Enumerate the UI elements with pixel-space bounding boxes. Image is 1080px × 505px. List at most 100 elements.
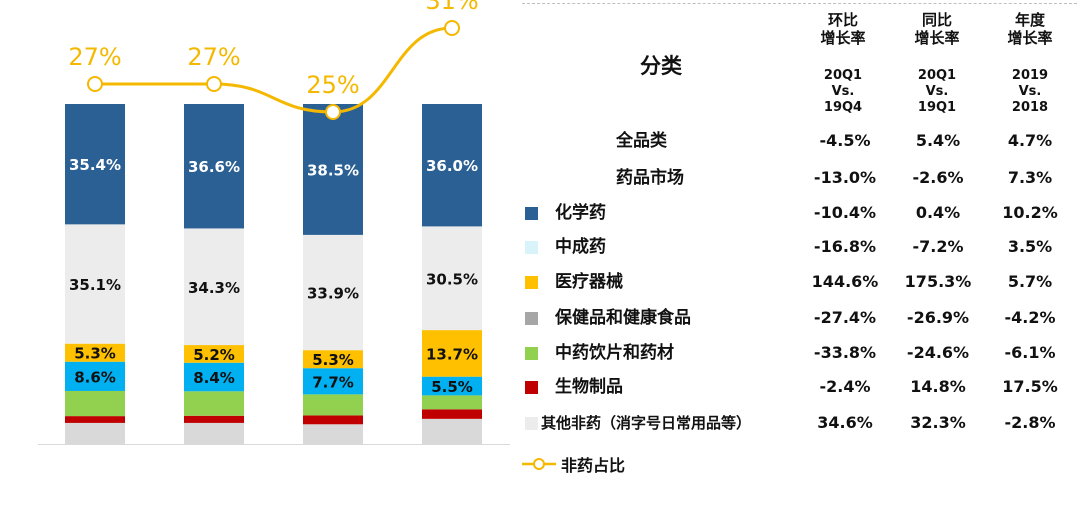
table-top-border	[522, 3, 1077, 4]
row-category-label: 其他非药（消字号日常用品等）	[541, 414, 752, 432]
line-point-label: 31%	[425, 0, 478, 15]
bar-data-label: 5.5%	[431, 378, 473, 396]
bar-segment-bottom	[65, 422, 125, 444]
bar-segment	[65, 416, 125, 423]
col-header-annual-sub1: 2019	[1011, 68, 1049, 83]
row-value-cell: -6.1%	[1004, 343, 1056, 362]
bar-segment	[184, 391, 244, 416]
row-category-label: 化学药	[555, 203, 606, 223]
legend-swatch	[525, 381, 538, 394]
bar-data-label: 35.4%	[69, 156, 121, 174]
row-value-cell: 10.2%	[1002, 203, 1058, 222]
bar-data-label: 5.3%	[312, 351, 354, 369]
bar-data-label: 5.2%	[193, 346, 235, 364]
col-header-qoq-title2: 增长率	[820, 29, 866, 47]
row-value-cell: -27.4%	[813, 308, 877, 327]
bar-data-label: 8.6%	[74, 368, 116, 386]
legend-line-label: 非药占比	[561, 456, 626, 475]
bar-data-label: 33.9%	[307, 285, 359, 303]
bar-data-label: 7.7%	[312, 373, 354, 391]
bar-data-label: 38.5%	[307, 161, 359, 179]
bar-segment	[422, 226, 482, 331]
line-point-label: 25%	[306, 71, 359, 99]
growth-table: 分类 环比 增长率 20Q1 Vs. 19Q4 同比 增长率 20Q1 Vs. …	[518, 0, 1080, 470]
legend-swatch	[525, 241, 538, 254]
row-category-label: 中药饮片和药材	[555, 343, 674, 363]
row-value-cell: -2.4%	[819, 377, 871, 396]
line-point	[325, 104, 341, 120]
bar-segment	[65, 343, 125, 362]
bar-data-label: 13.7%	[426, 345, 478, 363]
category-header: 分类	[640, 54, 682, 78]
line-point	[206, 76, 222, 92]
bar-segment	[422, 104, 482, 227]
bar-data-label: 36.0%	[426, 157, 478, 175]
bar-segment-bottom	[422, 418, 482, 444]
bar-segment	[422, 330, 482, 377]
col-header-yoy-title2: 增长率	[914, 29, 960, 47]
row-value-cell: -33.8%	[813, 343, 877, 362]
stacked-bar-chart: 8.6% 5.3% 35.1% 35.4% 8.4% 5.2% 34.3% 36.6% 7.7%…	[38, 0, 510, 445]
bar-segment	[303, 368, 363, 395]
row-value-cell: 5.7%	[1007, 272, 1053, 291]
col-header-yoy-sub3: 19Q1	[917, 100, 957, 115]
row-value-cell: 3.5%	[1007, 237, 1053, 256]
legend-line-marker	[522, 458, 556, 470]
col-header-annual-title1: 年度	[1014, 11, 1045, 29]
row-value-cell: -4.2%	[1004, 308, 1056, 327]
col-header-annual-sub3: 2018	[1011, 100, 1049, 115]
bar-segment	[65, 104, 125, 225]
row-value-cell: 7.3%	[1007, 168, 1053, 187]
bar-segment	[422, 395, 482, 410]
line-point-label: 27%	[187, 43, 240, 71]
row-category-label: 全品类	[616, 131, 667, 151]
row-category-label: 保健品和健康食品	[555, 308, 691, 328]
col-header-qoq-title1: 环比	[827, 11, 858, 29]
bar-segment-bottom	[184, 422, 244, 444]
bar-segment	[303, 394, 363, 416]
bar-segment	[65, 224, 125, 344]
col-header-yoy-sub2: Vs.	[925, 84, 949, 99]
bar-segment-bottom	[303, 424, 363, 444]
bar-segment	[184, 228, 244, 346]
bar-segment	[303, 415, 363, 425]
col-header-annual-title2: 增长率	[1007, 29, 1053, 47]
line-point	[87, 76, 103, 92]
line-series-non-drug-share	[95, 26, 453, 114]
legend-swatch	[525, 312, 538, 325]
row-value-cell: 5.4%	[915, 131, 961, 150]
row-value-cell: -10.4%	[813, 203, 877, 222]
row-value-cell: -7.2%	[912, 237, 964, 256]
row-category-label: 医疗器械	[555, 272, 623, 292]
row-value-cell: -4.5%	[819, 131, 871, 150]
bar-segment	[65, 361, 125, 391]
row-value-cell: 34.6%	[817, 413, 873, 432]
row-value-cell: 144.6%	[811, 272, 879, 291]
bar-segment	[184, 104, 244, 229]
row-value-cell: 4.7%	[1007, 131, 1053, 150]
row-value-cell: 14.8%	[910, 377, 966, 396]
bar-data-label: 30.5%	[426, 270, 478, 288]
bar-segment	[303, 104, 363, 235]
row-value-cell: 17.5%	[1002, 377, 1058, 396]
legend-swatch	[525, 347, 538, 360]
line-point-label: 27%	[68, 43, 121, 71]
bar-segment	[184, 415, 244, 423]
bar-segment	[422, 376, 482, 396]
bar-segment	[303, 350, 363, 369]
bar-data-label: 35.1%	[69, 276, 121, 294]
row-category-label: 生物制品	[555, 377, 623, 397]
legend-swatch	[525, 276, 538, 289]
row-category-label: 药品市场	[616, 168, 684, 188]
row-value-cell: -26.9%	[906, 308, 970, 327]
row-value-cell: -24.6%	[906, 343, 970, 362]
col-header-qoq-sub3: 19Q4	[823, 100, 863, 115]
col-header-yoy-sub1: 20Q1	[917, 68, 957, 83]
line-point	[444, 20, 460, 36]
bar-data-label: 8.4%	[193, 369, 235, 387]
row-value-cell: 0.4%	[915, 203, 961, 222]
row-value-cell: -2.6%	[912, 168, 964, 187]
row-category-label: 中成药	[555, 237, 606, 257]
bar-segment	[184, 345, 244, 363]
bar-data-label: 5.3%	[74, 345, 116, 363]
